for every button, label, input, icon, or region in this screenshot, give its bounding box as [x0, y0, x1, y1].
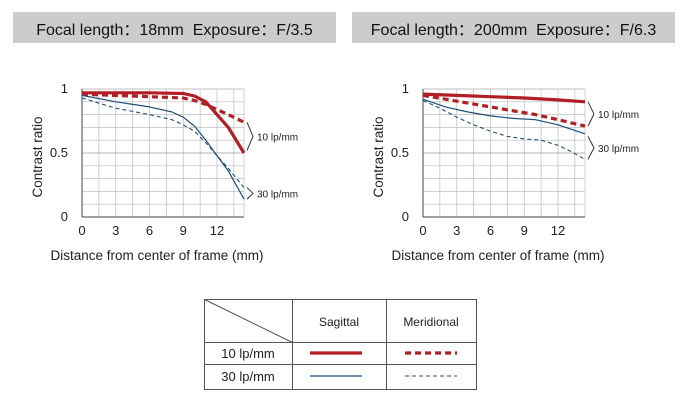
series-sagittal-10lp: [82, 91, 246, 154]
bracket-10lp: [587, 101, 595, 127]
x-tick-label: 3: [112, 223, 119, 238]
legend-col-meridional: Meridional: [403, 315, 458, 329]
series-meridional-30lp: [422, 99, 586, 160]
series-meridional-10lp: [81, 92, 245, 124]
bracket-10lp: [246, 122, 254, 151]
series-sagittal-30lp: [422, 98, 586, 135]
chart-title-right-text: Focal length：200mm Exposure：F/6.3: [370, 21, 657, 39]
bracket-30lp: [246, 187, 254, 200]
y-tick-label: 0: [61, 209, 68, 224]
bracket-label-10lp: 10 lp/mm: [257, 132, 298, 143]
x-tick-label: 12: [551, 223, 565, 238]
y-tick-label: 1: [402, 81, 409, 96]
series-sagittal-30lp: [81, 94, 245, 200]
series-meridional-10lp: [422, 93, 586, 128]
bracket-30lp: [587, 136, 595, 160]
chart-panel-left: 0 3 6 9 12 0 0.5 1 Distance from center of frame…: [30, 81, 298, 263]
legend-table: Sagittal Meridional 10 lp/mm 30 lp/mm: [204, 299, 477, 390]
chart-panel-right: 0 3 6 9 12 0 0.5 1 Distance from center of frame…: [371, 81, 639, 263]
chart-title-right: Focal length：200mm Exposure：F/6.3: [352, 12, 675, 43]
legend-corner-diagonal: [204, 299, 293, 343]
series-meridional-30lp: [81, 97, 245, 188]
series-sagittal-10lp: [422, 92, 586, 104]
x-tick-label: 9: [521, 223, 528, 238]
x-tick-label: 0: [78, 223, 85, 238]
x-axis-label: Distance from center of frame (mm): [50, 248, 263, 263]
legend-row-30lp: 30 lp/mm: [221, 369, 274, 384]
bracket-label-30lp: 30 lp/mm: [257, 189, 298, 200]
legend-col-sagittal: Sagittal: [319, 315, 359, 329]
x-tick-label: 6: [487, 223, 494, 238]
y-tick-label: 1: [61, 81, 68, 96]
legend-border: [204, 299, 477, 390]
x-tick-label: 9: [180, 223, 187, 238]
y-axis-label: Contrast ratio: [30, 116, 45, 197]
x-tick-label: 12: [210, 223, 224, 238]
y-tick-label: 0.5: [50, 145, 68, 160]
legend-row-10lp: 10 lp/mm: [221, 346, 274, 361]
chart-title-left: Focal length：18mm Exposure：F/3.5: [13, 12, 336, 43]
x-tick-label: 3: [453, 223, 460, 238]
y-tick-label: 0: [402, 209, 409, 224]
bracket-label-10lp: 10 lp/mm: [598, 110, 639, 121]
y-axis-label: Contrast ratio: [371, 116, 386, 197]
x-tick-label: 6: [146, 223, 153, 238]
y-tick-label: 0.5: [391, 145, 409, 160]
x-tick-label: 0: [419, 223, 426, 238]
chart-title-left-text: Focal length：18mm Exposure：F/3.5: [36, 21, 313, 39]
bracket-label-30lp: 30 lp/mm: [598, 144, 639, 155]
x-axis-label: Distance from center of frame (mm): [391, 248, 604, 263]
